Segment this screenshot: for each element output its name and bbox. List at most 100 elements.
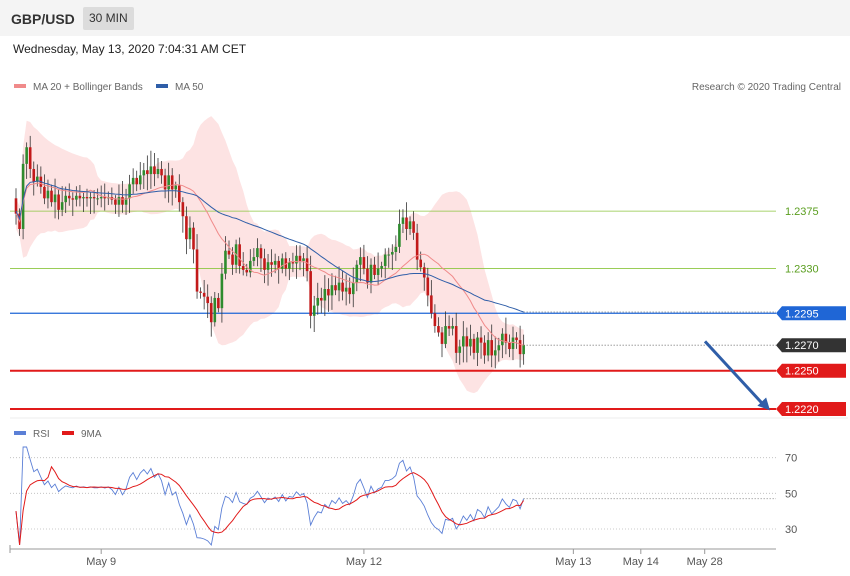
candle <box>515 332 518 349</box>
chart-header-bar: GBP/USD 30 MIN <box>0 0 850 36</box>
candle <box>142 162 146 189</box>
candle <box>398 209 401 253</box>
level-label-2: 1.2295 <box>785 308 819 320</box>
candle <box>227 240 231 260</box>
level-tag-4 <box>776 363 846 378</box>
symbol-title: GBP/USD <box>11 11 75 27</box>
candle <box>217 293 220 313</box>
candle <box>75 186 78 207</box>
candle <box>334 275 337 296</box>
candle <box>504 317 508 355</box>
x-tick-label-0: May 9 <box>86 556 116 568</box>
candle <box>405 202 408 241</box>
candle <box>146 155 149 191</box>
candle <box>362 244 366 275</box>
candle <box>469 324 472 356</box>
candle <box>344 274 348 306</box>
candle <box>181 197 185 233</box>
legend-label-ma20: MA 20 + Bollinger Bands <box>33 82 143 93</box>
candle <box>89 192 92 214</box>
chart-credit: Research © 2020 Trading Central <box>692 82 841 93</box>
candle <box>383 248 387 279</box>
candle <box>462 321 465 363</box>
candle <box>192 222 195 264</box>
candle <box>277 256 280 284</box>
legend-swatch-9ma <box>62 431 74 435</box>
level-tag-3 <box>776 338 846 353</box>
candle <box>167 162 170 203</box>
candle <box>312 295 316 333</box>
candle <box>28 135 32 179</box>
candle <box>266 254 270 286</box>
candle <box>373 256 376 280</box>
price-legend: MA 20 + Bollinger Bands MA 50 Research ©… <box>14 82 841 93</box>
candle <box>53 178 57 219</box>
ma20-line <box>15 182 524 346</box>
candle <box>327 278 330 312</box>
candle <box>497 337 501 362</box>
legend-label-9ma: 9MA <box>81 429 102 440</box>
moving-averages <box>15 180 524 346</box>
candle <box>479 326 483 359</box>
candle <box>351 267 355 308</box>
candle <box>78 184 82 207</box>
candle <box>156 158 160 179</box>
rsi-panel: RSI 9MA 70 50 30 <box>10 429 797 547</box>
candle <box>92 190 96 214</box>
rsi-line <box>15 446 525 547</box>
rsi-9ma-line <box>15 465 525 546</box>
candle <box>465 327 469 363</box>
candle <box>178 174 181 212</box>
candle <box>454 312 458 363</box>
x-tick-label-3: May 14 <box>623 556 659 568</box>
candle <box>138 162 142 190</box>
candle <box>430 280 433 319</box>
level-label-1: 1.2330 <box>785 264 819 276</box>
candle <box>213 291 217 327</box>
candle <box>202 279 206 310</box>
candle <box>458 339 462 365</box>
candle <box>21 154 25 240</box>
candle <box>518 325 522 368</box>
candle <box>323 275 327 317</box>
x-axis: May 9 May 12 May 13 May 14 May 28 <box>9 545 776 568</box>
candle <box>486 332 490 362</box>
candle <box>170 168 174 206</box>
candle <box>394 235 398 261</box>
candle <box>199 287 202 299</box>
candle <box>440 326 444 358</box>
rsi-tick-label-2: 30 <box>785 524 797 536</box>
candle <box>298 245 302 271</box>
candle <box>309 255 312 329</box>
candle <box>252 248 256 267</box>
candle <box>483 335 486 364</box>
candle <box>43 174 46 205</box>
level-tag-5 <box>776 402 846 417</box>
forecast-arrow-shaft <box>703 340 766 407</box>
candle <box>501 328 504 359</box>
candle <box>259 244 263 272</box>
timeframe-badge[interactable]: 30 MIN <box>83 7 134 30</box>
candle <box>316 282 320 315</box>
candle <box>391 244 394 270</box>
forecast-arrow-head <box>757 397 770 411</box>
candle <box>121 181 124 213</box>
candle <box>209 296 213 337</box>
candle <box>451 317 454 336</box>
candle <box>99 185 103 208</box>
ma50-line <box>15 180 524 313</box>
candle <box>117 184 121 217</box>
candle <box>135 170 138 192</box>
candle <box>238 237 241 274</box>
level-label-0: 1.2375 <box>785 206 819 218</box>
candle <box>128 174 131 213</box>
level-tag-2 <box>776 306 846 321</box>
candle <box>355 260 359 292</box>
candle <box>511 326 515 361</box>
rsi-tick-label-0: 70 <box>785 453 797 465</box>
candle <box>387 247 391 268</box>
candles <box>14 135 525 369</box>
price-panel: MA 20 + Bollinger Bands MA 50 Research ©… <box>10 82 846 417</box>
candle <box>57 189 60 220</box>
